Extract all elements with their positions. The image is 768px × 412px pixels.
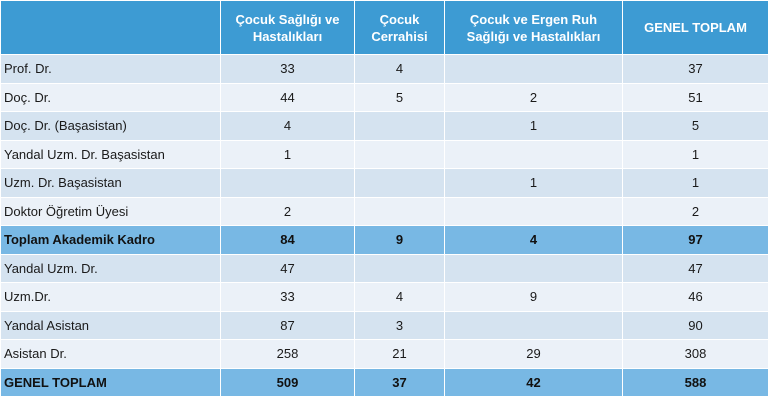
cell-child-psychiatry: 1 (444, 111, 623, 141)
cell-grand-total: 5 (622, 111, 768, 141)
cell-child-psychiatry: 29 (444, 339, 623, 369)
table-row: Prof. Dr. 33 4 37 (0, 54, 768, 84)
header-row: Çocuk Sağlığı ve Hastalıkları Çocuk Cerr… (0, 0, 768, 55)
cell-pediatric-surgery: 37 (354, 367, 445, 397)
cell-grand-total: 1 (622, 139, 768, 169)
row-label: Prof. Dr. (0, 54, 221, 84)
cell-pediatrics: 44 (220, 82, 355, 112)
cell-child-psychiatry (444, 253, 623, 283)
row-label: Doç. Dr. (0, 82, 221, 112)
cell-child-psychiatry: 2 (444, 82, 623, 112)
cell-pediatric-surgery (354, 196, 445, 226)
cell-pediatrics: 4 (220, 111, 355, 141)
cell-grand-total: 308 (622, 339, 768, 369)
row-label: Uzm.Dr. (0, 282, 221, 312)
cell-pediatric-surgery: 3 (354, 310, 445, 340)
row-label: Doktor Öğretim Üyesi (0, 196, 221, 226)
cell-child-psychiatry (444, 54, 623, 84)
table-row: Yandal Uzm. Dr. 47 47 (0, 253, 768, 283)
cell-pediatrics: 1 (220, 139, 355, 169)
cell-pediatric-surgery: 5 (354, 82, 445, 112)
staff-table: Çocuk Sağlığı ve Hastalıkları Çocuk Cerr… (0, 0, 768, 397)
table-row: Yandal Uzm. Dr. Başasistan 1 1 (0, 139, 768, 169)
cell-grand-total: 37 (622, 54, 768, 84)
row-label: Doç. Dr. (Başasistan) (0, 111, 221, 141)
cell-grand-total: 47 (622, 253, 768, 283)
cell-pediatric-surgery (354, 253, 445, 283)
table-row: Doç. Dr. (Başasistan) 4 1 5 (0, 111, 768, 141)
table-row: Doktor Öğretim Üyesi 2 2 (0, 196, 768, 226)
header-child-psychiatry: Çocuk ve Ergen Ruh Sağlığı ve Hastalıkla… (444, 0, 623, 55)
table-row: Asistan Dr. 258 21 29 308 (0, 339, 768, 369)
cell-pediatric-surgery: 9 (354, 225, 445, 255)
row-label: Yandal Uzm. Dr. Başasistan (0, 139, 221, 169)
cell-child-psychiatry: 9 (444, 282, 623, 312)
cell-pediatric-surgery (354, 111, 445, 141)
cell-pediatrics: 33 (220, 282, 355, 312)
cell-grand-total: 90 (622, 310, 768, 340)
row-label: GENEL TOPLAM (0, 367, 221, 397)
row-label: Yandal Uzm. Dr. (0, 253, 221, 283)
total-row: Toplam Akademik Kadro 84 9 4 97 (0, 225, 768, 255)
cell-pediatric-surgery: 21 (354, 339, 445, 369)
cell-child-psychiatry: 1 (444, 168, 623, 198)
cell-grand-total: 1 (622, 168, 768, 198)
cell-pediatric-surgery: 4 (354, 282, 445, 312)
header-corner (0, 0, 221, 55)
cell-child-psychiatry (444, 139, 623, 169)
table-row: Doç. Dr. 44 5 2 51 (0, 82, 768, 112)
cell-pediatrics: 33 (220, 54, 355, 84)
row-label: Uzm. Dr. Başasistan (0, 168, 221, 198)
row-label: Yandal Asistan (0, 310, 221, 340)
cell-pediatric-surgery (354, 139, 445, 169)
cell-child-psychiatry: 42 (444, 367, 623, 397)
cell-pediatric-surgery: 4 (354, 54, 445, 84)
header-grand-total: GENEL TOPLAM (622, 0, 768, 55)
cell-pediatrics: 2 (220, 196, 355, 226)
cell-pediatrics (220, 168, 355, 198)
cell-pediatric-surgery (354, 168, 445, 198)
cell-child-psychiatry (444, 196, 623, 226)
table-row: Uzm.Dr. 33 4 9 46 (0, 282, 768, 312)
cell-grand-total: 46 (622, 282, 768, 312)
cell-pediatrics: 84 (220, 225, 355, 255)
cell-grand-total: 2 (622, 196, 768, 226)
table-row: Yandal Asistan 87 3 90 (0, 310, 768, 340)
row-label: Asistan Dr. (0, 339, 221, 369)
header-pediatric-surgery: Çocuk Cerrahisi (354, 0, 445, 55)
total-row: GENEL TOPLAM 509 37 42 588 (0, 367, 768, 397)
header-pediatrics: Çocuk Sağlığı ve Hastalıkları (220, 0, 355, 55)
cell-child-psychiatry (444, 310, 623, 340)
cell-pediatrics: 258 (220, 339, 355, 369)
row-label: Toplam Akademik Kadro (0, 225, 221, 255)
cell-pediatrics: 87 (220, 310, 355, 340)
cell-pediatrics: 509 (220, 367, 355, 397)
table-row: Uzm. Dr. Başasistan 1 1 (0, 168, 768, 198)
cell-child-psychiatry: 4 (444, 225, 623, 255)
cell-pediatrics: 47 (220, 253, 355, 283)
cell-grand-total: 51 (622, 82, 768, 112)
cell-grand-total: 588 (622, 367, 768, 397)
cell-grand-total: 97 (622, 225, 768, 255)
